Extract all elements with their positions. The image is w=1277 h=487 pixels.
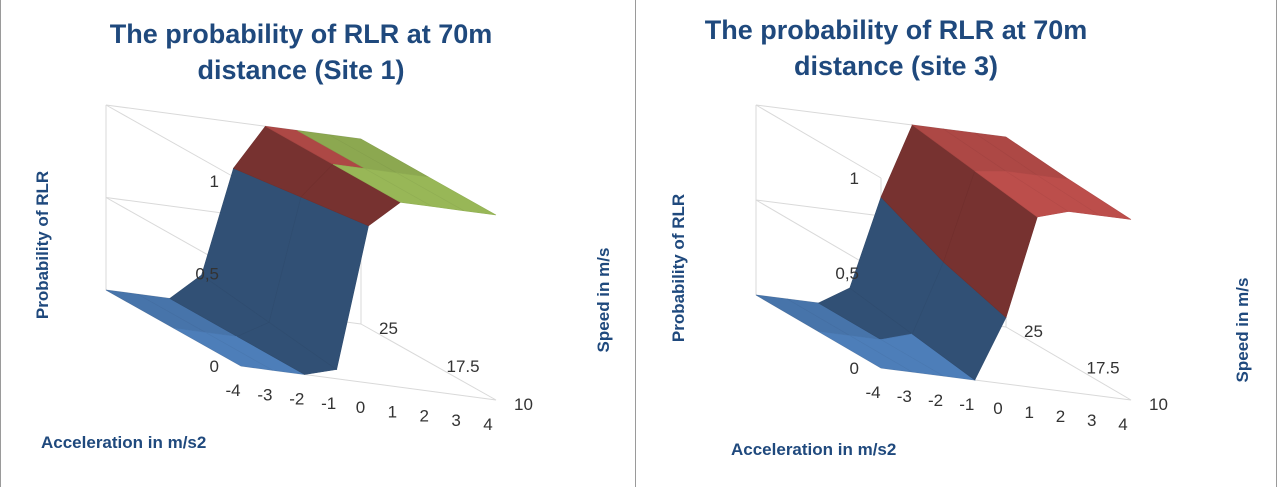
x-tick-label: 0 — [993, 399, 1002, 418]
x-tick-label: 0 — [356, 398, 365, 417]
x-tick-label: 2 — [420, 407, 429, 426]
z-tick-label: 10 — [514, 395, 533, 414]
y-axis-title: Probability of RLR — [33, 171, 52, 319]
floor-edge — [240, 323, 497, 401]
x-tick-label: -4 — [225, 381, 240, 400]
x-axis-title: Acceleration in m/s2 — [731, 440, 896, 459]
x-tick-label: -2 — [928, 391, 943, 410]
z-tick-label: 17.5 — [447, 357, 480, 376]
chart-panel-site-3: 0 0,5 1 -4 -3 -2 -1 0 1 2 3 4 10 17.5 25 Acceleration i… — [636, 0, 1277, 487]
y-tick-label: 0 — [210, 357, 219, 376]
z-tick-label: 10 — [1149, 395, 1168, 414]
z-tick-label: 17.5 — [1087, 359, 1120, 378]
y-tick-label: 1 — [850, 169, 859, 188]
surface-patch — [396, 172, 497, 216]
chart-panel-site-1: 0 0,5 1 -4 -3 -2 -1 0 1 2 3 4 10 17.5 25 Acceleration i… — [0, 0, 636, 487]
x-tick-label: 4 — [1118, 415, 1127, 434]
y-tick-label: 0,5 — [195, 265, 219, 284]
x-tick-label: -2 — [289, 390, 304, 409]
x-tick-label: -3 — [257, 385, 272, 404]
x-axis-title: Acceleration in m/s2 — [41, 433, 206, 452]
z-axis-title: Speed in m/s — [594, 248, 613, 353]
surface-chart-site-1: 0 0,5 1 -4 -3 -2 -1 0 1 2 3 4 10 17.5 25 Acceleration i… — [33, 104, 613, 452]
x-tick-label: 4 — [483, 415, 492, 434]
y-tick-label: 0 — [850, 359, 859, 378]
x-tick-label: -1 — [959, 395, 974, 414]
surface-patch — [1037, 174, 1132, 220]
x-tick-label: 1 — [388, 402, 397, 421]
x-tick-label: -1 — [321, 394, 336, 413]
surface-chart-site-3: 0 0,5 1 -4 -3 -2 -1 0 1 2 3 4 10 17.5 25 Acceleration i… — [669, 104, 1252, 459]
x-tick-label: 2 — [1056, 407, 1065, 426]
x-tick-label: -4 — [865, 383, 880, 402]
z-axis-title: Speed in m/s — [1233, 278, 1252, 383]
y-tick-label: 0,5 — [835, 264, 859, 283]
z-tick-label: 25 — [1024, 322, 1043, 341]
x-tick-label: 1 — [1025, 403, 1034, 422]
x-tick-label: 3 — [451, 411, 460, 430]
y-tick-label: 1 — [210, 172, 219, 191]
chart-title: The probability of RLR at 70m distance (… — [704, 15, 1088, 81]
chart-title: The probability of RLR at 70m distance (… — [109, 19, 493, 85]
z-tick-label: 25 — [379, 319, 398, 338]
y-axis-title: Probability of RLR — [669, 194, 688, 342]
x-tick-label: 3 — [1087, 411, 1096, 430]
x-tick-label: -3 — [897, 387, 912, 406]
